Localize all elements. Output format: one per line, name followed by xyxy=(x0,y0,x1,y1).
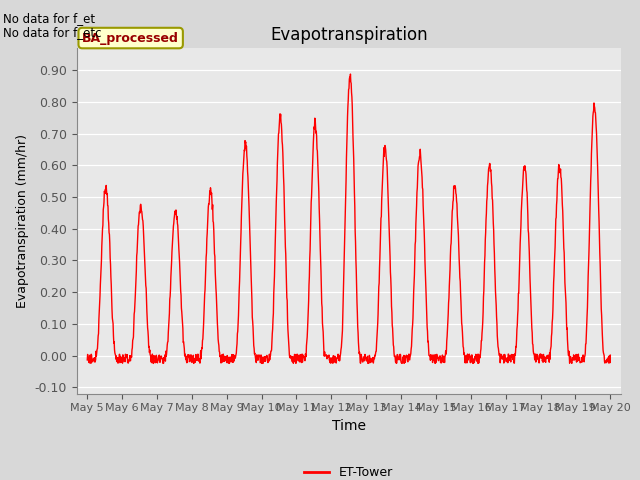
Y-axis label: Evapotranspiration (mm/hr): Evapotranspiration (mm/hr) xyxy=(16,134,29,308)
Legend: ET-Tower: ET-Tower xyxy=(299,461,399,480)
Title: Evapotranspiration: Evapotranspiration xyxy=(270,25,428,44)
Text: BA_processed: BA_processed xyxy=(82,32,179,45)
Text: No data for f_et: No data for f_et xyxy=(3,12,95,25)
Text: No data for f_etc: No data for f_etc xyxy=(3,26,102,39)
X-axis label: Time: Time xyxy=(332,419,366,433)
